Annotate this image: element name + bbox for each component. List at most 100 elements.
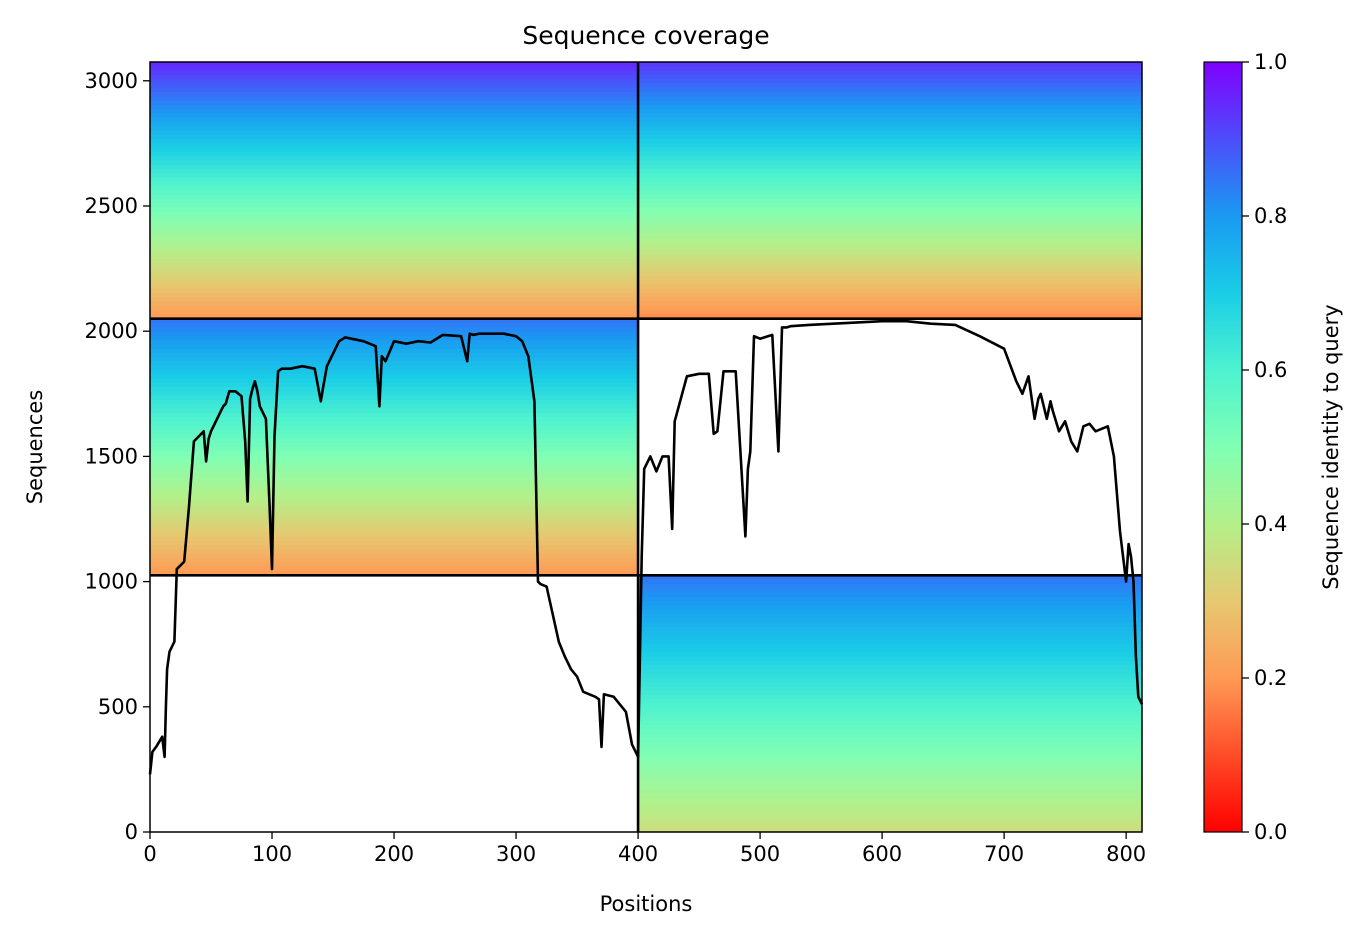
x-tick-label: 100: [252, 842, 292, 866]
heatmap-band: [150, 404, 639, 410]
heatmap-band: [150, 224, 639, 230]
heatmap-band: [150, 96, 639, 102]
heatmap-band: [150, 151, 639, 157]
heatmap-band: [638, 310, 1142, 315]
coverage-line: [148, 319, 1144, 775]
heatmap-band: [638, 83, 1142, 89]
heatmap-band: [638, 827, 1142, 832]
heatmap-band: [638, 622, 1142, 628]
heatmap-band: [638, 147, 1142, 153]
heatmap-band: [638, 194, 1142, 200]
heatmap-band: [150, 305, 639, 311]
heatmap-band: [150, 211, 639, 217]
heatmap-band: [638, 186, 1142, 191]
coverage-heatmap: [150, 62, 1142, 832]
heatmap-band: [638, 712, 1142, 718]
heatmap-band: [150, 511, 639, 517]
heatmap-band: [150, 502, 639, 508]
heatmap-band: [150, 374, 639, 380]
heatmap-band: [150, 284, 639, 290]
heatmap-band: [638, 759, 1142, 765]
heatmap-band: [150, 293, 639, 298]
heatmap-band: [638, 750, 1142, 756]
heatmap-band: [150, 87, 639, 93]
heatmap-band: [150, 130, 639, 136]
heatmap-band: [638, 605, 1142, 611]
heatmap-band: [150, 494, 639, 499]
heatmap-band: [150, 412, 639, 418]
y-tick-label: 1000: [85, 570, 138, 594]
heatmap-band: [638, 87, 1142, 93]
heatmap-band: [150, 62, 639, 67]
heatmap-band: [638, 737, 1142, 743]
heatmap-band: [150, 399, 639, 405]
heatmap-band: [638, 96, 1142, 102]
heatmap-band: [638, 151, 1142, 157]
heatmap-band: [150, 434, 639, 440]
heatmap-band: [150, 190, 639, 196]
heatmap-band: [638, 258, 1142, 264]
heatmap-band: [638, 720, 1142, 726]
colorbar-tick-label: 0.6: [1254, 358, 1287, 382]
heatmap-band: [150, 100, 639, 106]
heatmap-band: [150, 421, 639, 427]
heatmap-band: [638, 263, 1142, 268]
x-tick-label: 500: [740, 842, 780, 866]
heatmap-band: [638, 733, 1142, 739]
heatmap-band: [150, 173, 639, 179]
heatmap-band: [150, 382, 639, 388]
heatmap-band: [638, 173, 1142, 179]
heatmap-band: [150, 558, 639, 564]
heatmap-band: [638, 66, 1142, 72]
heatmap-band: [638, 789, 1142, 795]
colorbar: [1203, 61, 1243, 833]
heatmap-band: [638, 767, 1142, 773]
heatmap-band: [150, 459, 639, 465]
heatmap-band: [638, 630, 1142, 636]
heatmap-band: [638, 695, 1142, 700]
heatmap-band: [638, 643, 1142, 649]
heatmap-band: [638, 301, 1142, 307]
heatmap-band: [150, 280, 639, 286]
heatmap-band: [150, 472, 639, 478]
heatmap-band: [638, 583, 1142, 589]
heatmap-band: [150, 357, 639, 363]
x-axis-label: Positions: [600, 892, 693, 916]
heatmap-band: [150, 528, 639, 534]
heatmap-band: [150, 233, 639, 238]
heatmap-band: [150, 395, 639, 401]
heatmap-band: [150, 164, 639, 170]
heatmap-band: [638, 177, 1142, 183]
heatmap-band: [638, 707, 1142, 713]
heatmap-band: [150, 83, 639, 89]
heatmap-band: [638, 682, 1142, 688]
heatmap-band: [150, 464, 639, 469]
heatmap-band: [150, 489, 639, 495]
heatmap-band: [638, 314, 1142, 320]
colorbar-tick-label: 0.0: [1254, 820, 1287, 844]
heatmap-band: [150, 207, 639, 213]
heatmap-band: [638, 618, 1142, 623]
y-tick-label: 1500: [85, 444, 138, 468]
heatmap-band: [638, 104, 1142, 110]
heatmap-band: [638, 669, 1142, 675]
heatmap-band: [638, 678, 1142, 683]
heatmap-band: [150, 370, 639, 375]
heatmap-band: [150, 79, 639, 84]
heatmap-band: [150, 117, 639, 123]
heatmap-band: [150, 168, 639, 174]
heatmap-band: [638, 797, 1142, 803]
heatmap-band: [150, 241, 639, 247]
heatmap-band: [638, 305, 1142, 311]
heatmap-band: [638, 139, 1142, 144]
heatmap-band: [150, 271, 639, 277]
y-tick-label: 2000: [85, 319, 138, 343]
heatmap-band: [638, 665, 1142, 671]
heatmap-band: [150, 267, 639, 273]
heatmap-band: [638, 729, 1142, 735]
heatmap-band: [638, 776, 1142, 782]
heatmap-band: [150, 216, 639, 221]
y-tick-label: 0: [125, 820, 138, 844]
heatmap-band: [638, 271, 1142, 277]
heatmap-band: [638, 613, 1142, 619]
